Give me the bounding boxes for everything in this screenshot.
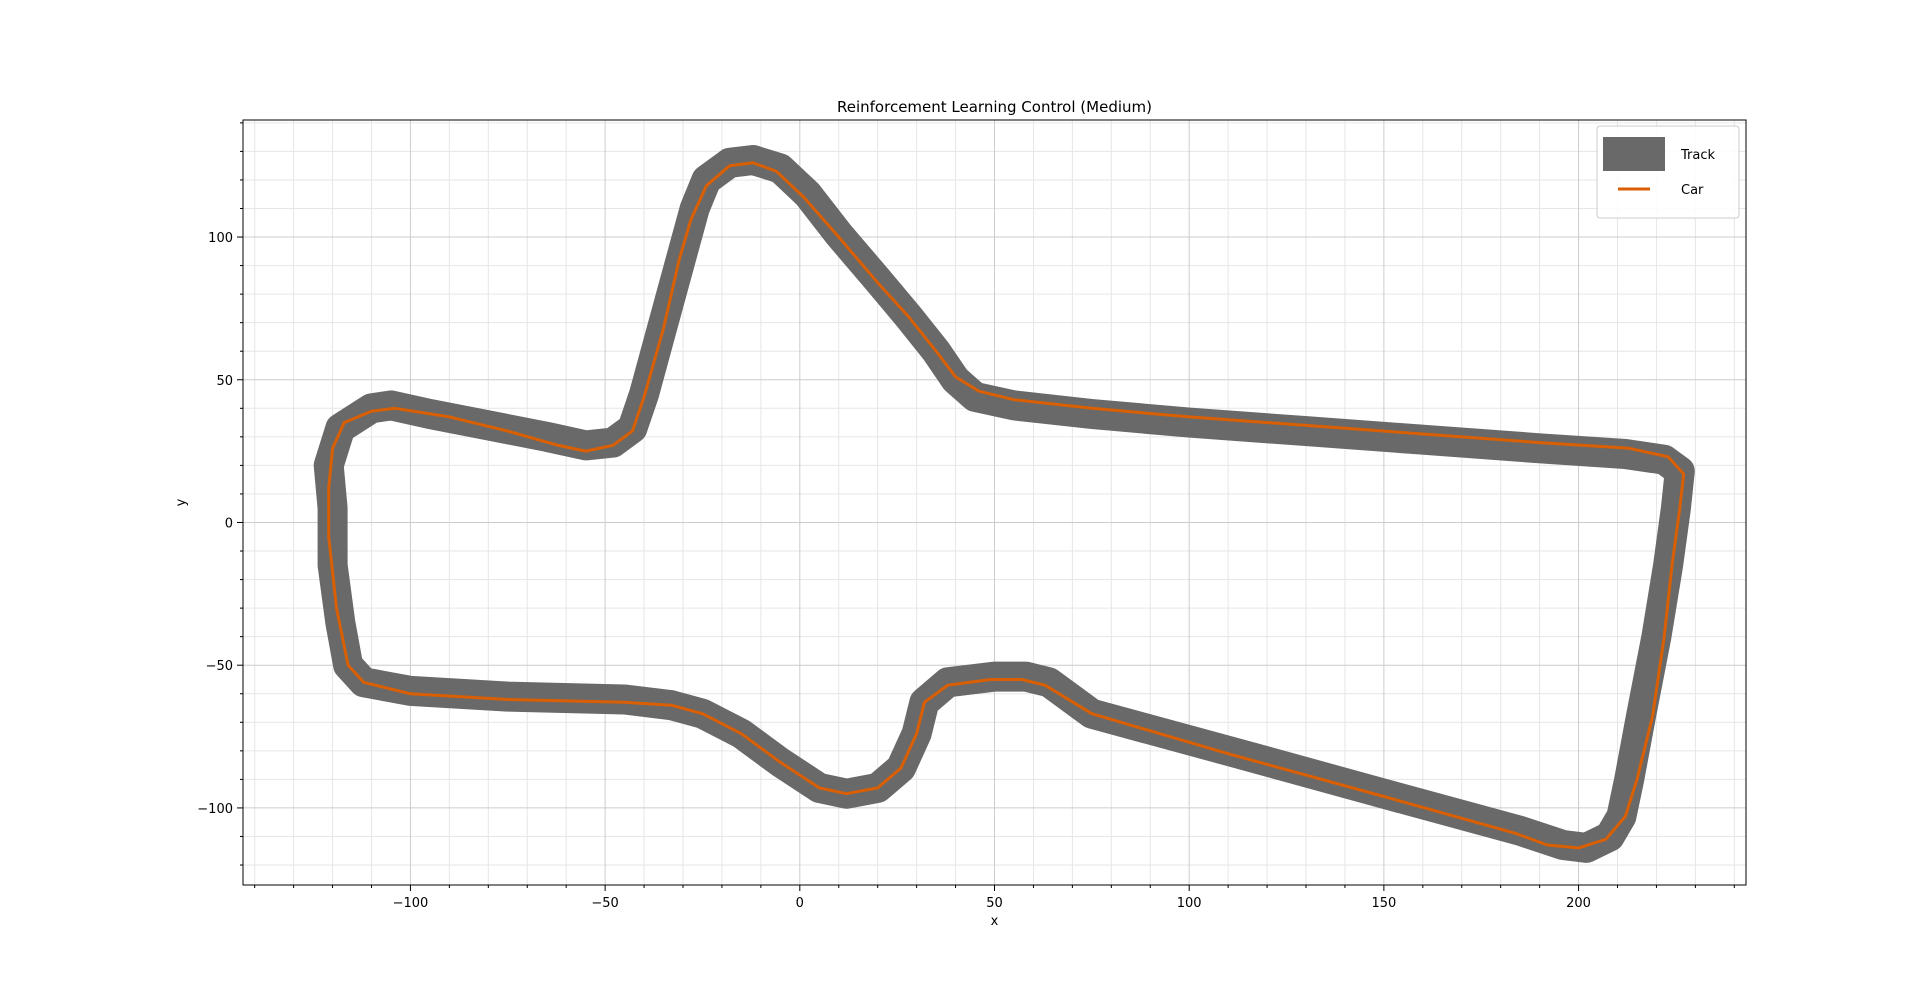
- y-tick-label: 0: [225, 516, 233, 531]
- legend: Track Car: [1596, 125, 1740, 219]
- chart-title: Reinforcement Learning Control (Medium): [837, 98, 1152, 116]
- car-series-line: [327, 161, 1686, 850]
- x-tick-label: 0: [796, 896, 804, 911]
- y-tick-label: −100: [197, 802, 233, 817]
- x-tick-label: −50: [591, 896, 618, 911]
- x-tick-label: 150: [1371, 896, 1396, 911]
- legend-car-label: Car: [1681, 183, 1704, 198]
- y-tick-label: −50: [206, 659, 233, 674]
- legend-track-swatch: [1603, 137, 1665, 171]
- y-tick-label: 100: [208, 231, 233, 246]
- y-axis-label: y: [174, 498, 189, 506]
- x-tick-label: −100: [393, 896, 429, 911]
- x-tick-label: 100: [1177, 896, 1202, 911]
- legend-track-label: Track: [1680, 148, 1715, 163]
- plot-area: [313, 145, 1695, 863]
- axis-ticks: −100 −50 0 50 100 150 200 −100 −50 0 50 100: [197, 122, 1735, 911]
- y-tick-label: 50: [216, 374, 233, 389]
- x-tick-label: 50: [986, 896, 1003, 911]
- x-tick-label: 200: [1566, 896, 1591, 911]
- x-axis-label: x: [991, 914, 999, 929]
